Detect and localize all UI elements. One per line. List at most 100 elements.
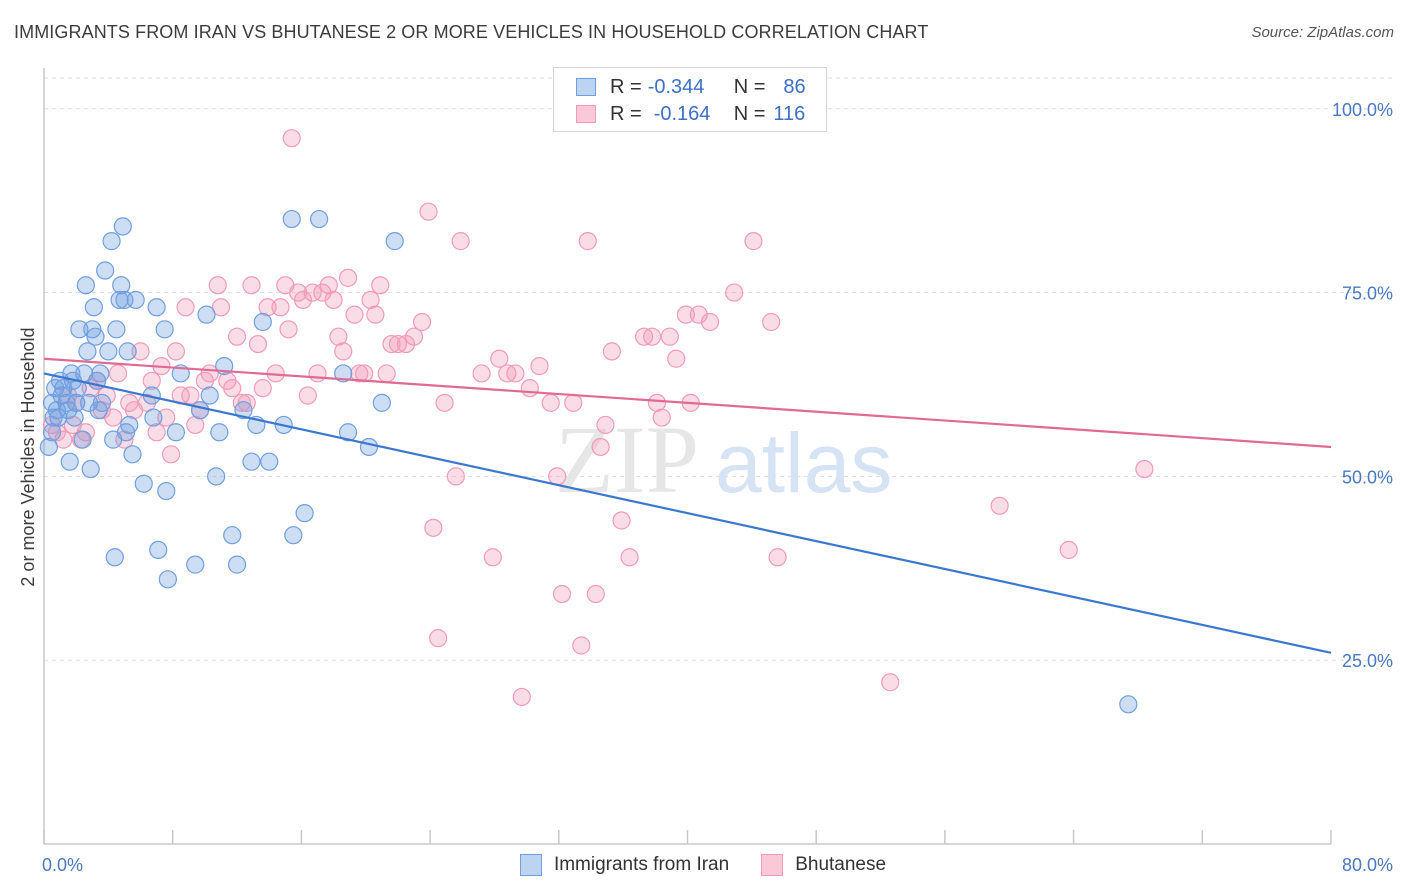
bhutanese-point: [483, 548, 502, 567]
bhutanese-point: [54, 430, 73, 449]
iran-point: [227, 555, 247, 574]
bhutanese-point: [530, 356, 549, 376]
y-tick-label: 75.0%: [1342, 284, 1393, 304]
bhutanese-point: [652, 408, 671, 427]
bhutanese-point: [253, 379, 272, 398]
iran-point: [234, 401, 253, 420]
series-legend: Immigrants from Iran Bhutanese: [0, 850, 1406, 880]
iran-point: [134, 474, 153, 493]
bhutanese-point: [490, 349, 509, 368]
bhutanese-point: [647, 393, 667, 412]
bhutanese-point: [596, 415, 615, 435]
iran-point: [338, 423, 358, 442]
bhutanese-point: [419, 202, 438, 221]
iran-point: [76, 276, 95, 295]
bhutanese-point: [211, 298, 231, 317]
iran-point: [96, 261, 115, 280]
iran-point: [113, 217, 132, 236]
iran-point: [81, 459, 100, 479]
legend-item-iran[interactable]: Immigrants from Iran: [519, 854, 729, 876]
iran-point: [70, 320, 89, 339]
bhutanese-point: [142, 371, 161, 390]
iran-point: [253, 312, 272, 332]
bhutanese-point: [602, 342, 621, 361]
bhutanese-point: [227, 327, 247, 346]
iran-point: [120, 415, 139, 435]
n-label: N =: [733, 102, 766, 125]
source-credit: Source: ZipAtlas.com: [1251, 24, 1394, 41]
bhutanese-point: [435, 393, 454, 412]
r-label: R =: [610, 102, 642, 125]
bhutanese-point: [258, 298, 277, 317]
r-value-bhutanese: -0.164: [653, 102, 711, 125]
bhutanese-point: [990, 496, 1009, 515]
bhutanese-point: [131, 342, 150, 361]
iran-point: [359, 437, 379, 457]
bhutanese-point: [186, 415, 205, 435]
bhutanese-point: [181, 386, 200, 405]
bhutanese-point: [350, 364, 369, 383]
bhutanese-point: [1135, 459, 1154, 479]
bhutanese-point: [377, 364, 396, 383]
iran-point: [207, 467, 226, 486]
bhutanese-point: [744, 232, 763, 251]
r-label: R =: [610, 75, 642, 98]
bhutanese-point: [412, 312, 432, 332]
bhutanese-point: [338, 268, 358, 287]
bhutanese-point: [660, 327, 679, 346]
bhutanese-point: [355, 364, 374, 383]
bhutanese-point: [512, 687, 531, 707]
iran-point: [385, 232, 404, 251]
bhutanese-points: [42, 84, 1154, 707]
iran-point: [118, 342, 137, 361]
iran-point: [166, 423, 186, 442]
iran-point: [197, 305, 216, 324]
iran-point: [372, 393, 391, 412]
bhutanese-point: [104, 408, 123, 427]
bhutanese-point: [572, 636, 591, 655]
bhutanese-point: [232, 393, 251, 412]
y-tick-label: 50.0%: [1342, 467, 1393, 487]
iran-point: [147, 298, 166, 317]
iran-point: [92, 393, 112, 412]
iran-legend-swatch: [519, 854, 542, 876]
x-tick-label: 80.0%: [1342, 855, 1393, 875]
watermark-zip: ZIP: [555, 406, 699, 513]
bhutanese-point: [161, 445, 181, 464]
legend-item-bhutanese[interactable]: Bhutanese: [761, 854, 886, 876]
iran-point: [110, 290, 129, 310]
bhutanese-swatch: [576, 105, 596, 123]
bhutanese-point: [324, 290, 343, 310]
n-value-bhutanese: 116: [773, 102, 806, 125]
bhutanese-point: [404, 327, 424, 346]
iran-swatch: [576, 78, 596, 96]
iran-point: [105, 548, 124, 567]
iran-point: [1119, 695, 1138, 714]
bhutanese-point: [176, 298, 195, 317]
bhutanese-point: [424, 518, 443, 537]
iran-point: [260, 452, 279, 471]
bhutanese-point: [279, 320, 298, 339]
y-axis-label: 2 or more Vehicles in Household: [18, 327, 38, 586]
tick-labels: 25.0% 50.0% 75.0% 100.0% 0.0% 80.0%: [42, 100, 1393, 875]
bhutanese-point: [345, 305, 364, 324]
iran-point: [39, 437, 58, 457]
bhutanese-point: [303, 283, 322, 302]
iran-point: [190, 401, 210, 420]
iran-point: [126, 290, 145, 310]
bhutanese-point: [578, 232, 597, 251]
iran-point: [155, 320, 174, 339]
bhutanese-point: [768, 548, 787, 567]
iran-point: [223, 526, 242, 545]
bhutanese-point: [147, 423, 166, 442]
iran-point: [54, 379, 73, 398]
legend-label-bhutanese: Bhutanese: [795, 854, 887, 875]
iran-point: [78, 342, 97, 361]
iran-point: [112, 276, 131, 295]
bhutanese-point: [520, 379, 539, 398]
iran-point: [57, 393, 76, 412]
chart-title: IMMIGRANTS FROM IRAN VS BHUTANESE 2 OR M…: [14, 22, 929, 42]
iran-point: [107, 320, 126, 339]
iran-point: [65, 408, 84, 427]
bhutanese-point: [591, 437, 610, 457]
